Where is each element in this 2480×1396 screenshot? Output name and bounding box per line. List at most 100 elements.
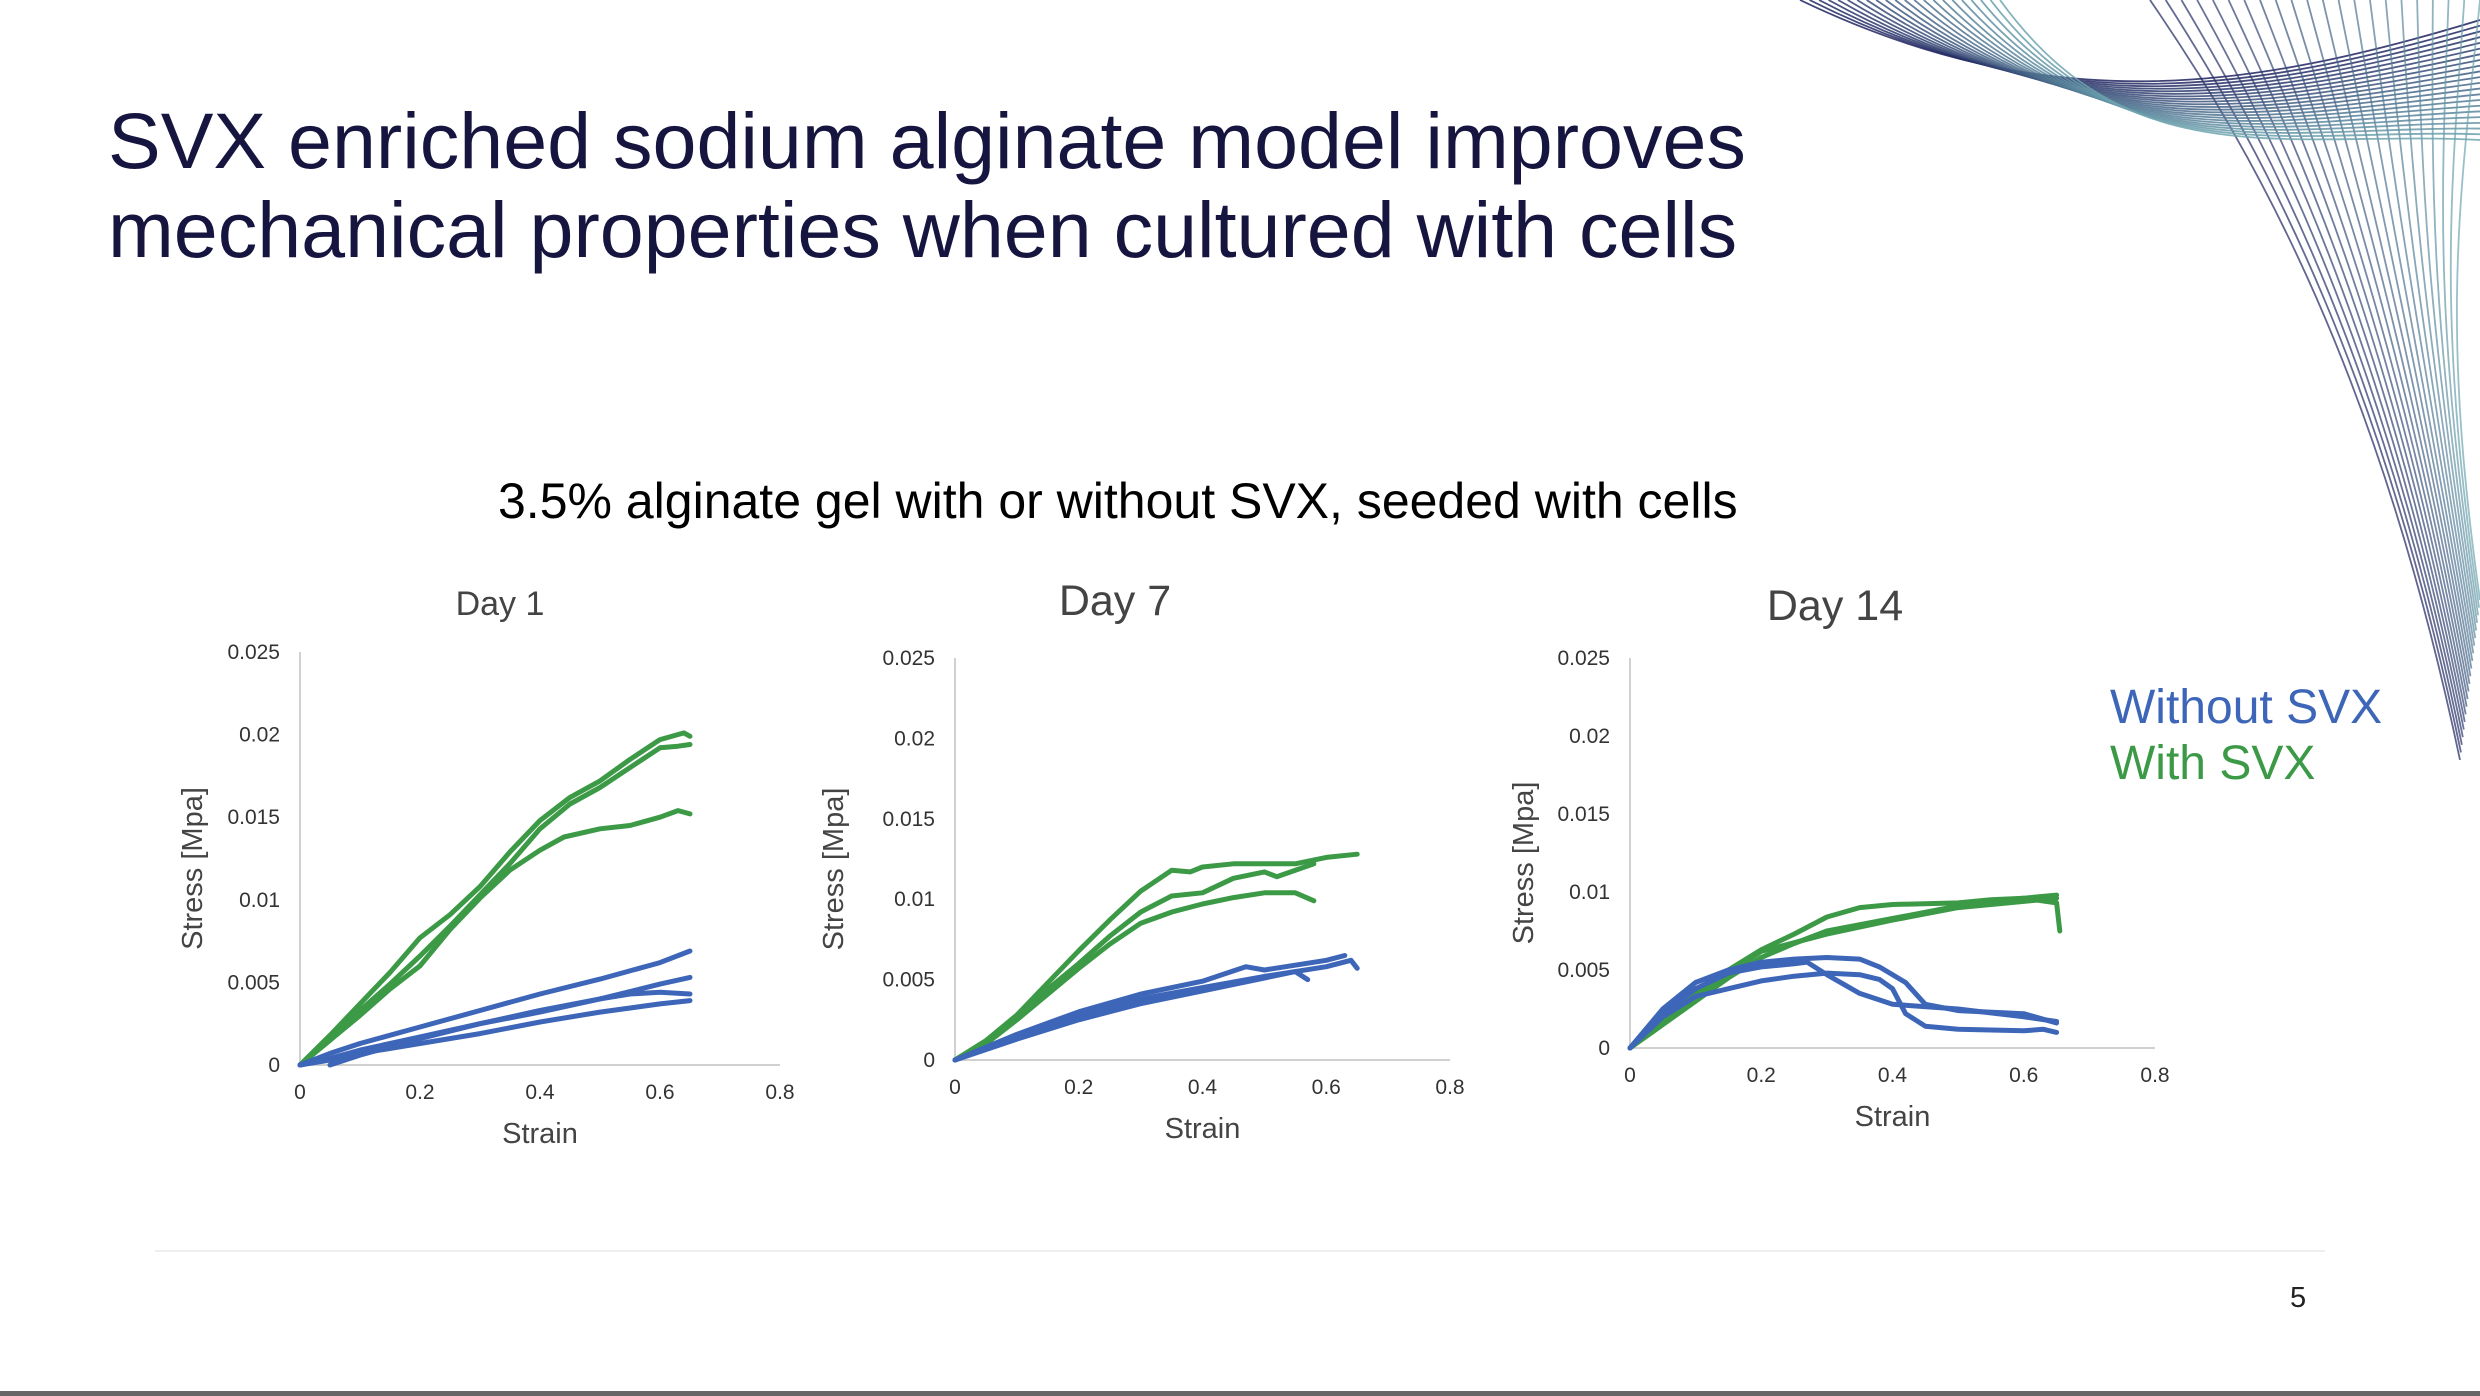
y-tick-label: 0 [268, 1054, 280, 1077]
x-tick-label: 0 [1624, 1064, 1636, 1087]
mesh-curve [1989, 0, 2480, 137]
y-tick-label: 0 [1598, 1037, 1610, 1060]
mesh-curve [2353, 0, 2474, 662]
y-tick-label: 0.02 [239, 724, 280, 747]
x-tick-label: 0.2 [405, 1081, 434, 1104]
mesh-curve [2431, 0, 2479, 623]
chart-day-7: Day 7 0 0.005 0.01 0.015 0.02 0.025 0 0.2 0.4 0.6 0… [818, 577, 1465, 1145]
mesh-curve [1913, 0, 2480, 114]
x-tick-label: 0.6 [645, 1081, 674, 1104]
chart-title: Day 1 [456, 585, 545, 623]
series-line-without-svx [297, 998, 693, 1068]
series-line-without-svx [952, 953, 1348, 1063]
x-tick-label: 0 [294, 1081, 306, 1104]
mesh-curve [1951, 0, 2480, 125]
x-tick-label: 0.4 [1878, 1064, 1908, 1087]
mesh-curve [2442, 0, 2479, 616]
mesh-curve [2259, 0, 2468, 707]
series-line-without-svx [1627, 970, 2060, 1051]
slide-title-line-2: mechanical properties when cultured with… [108, 185, 1738, 274]
y-tick-label: 0.01 [239, 889, 280, 912]
mesh-curve [1856, 0, 2480, 98]
mesh-curve [2149, 0, 2461, 761]
x-tick-label: 0.2 [1064, 1076, 1093, 1099]
x-tick-label: 0 [949, 1076, 961, 1099]
mesh-curve [1828, 0, 2480, 90]
x-tick-label: 0.4 [1188, 1076, 1218, 1099]
y-tick-label: 0.01 [894, 888, 935, 911]
legend-with-svx: With SVX [2110, 737, 2316, 790]
series-line-without-svx [327, 989, 693, 1068]
series-line-without-svx [1627, 959, 2060, 1051]
page-number: 5 [2290, 1282, 2307, 1314]
mesh-curve [1970, 0, 2480, 131]
mesh-curve [1904, 0, 2480, 111]
mesh-curve [2243, 0, 2467, 715]
mesh-curve [2449, 0, 2480, 608]
x-axis-label: Strain [1165, 1113, 1241, 1145]
mesh-curve [2180, 0, 2463, 745]
y-axis-label: Stress [Mpa] [177, 787, 209, 950]
chart-day-14: Day 14 0 0.005 0.01 0.015 0.02 0.025 0 0.2 0.4 0.6… [1508, 582, 2170, 1133]
chart-title: Day 14 [1767, 582, 1903, 630]
mesh-curve [1818, 0, 2480, 88]
x-tick-label: 0.8 [765, 1081, 794, 1104]
mesh-curve [1837, 0, 2480, 93]
mesh-curve [1885, 0, 2480, 106]
bottom-border [0, 1391, 2480, 1396]
mesh-curve [1980, 0, 2480, 134]
footer-divider [155, 1250, 2325, 1252]
mesh-curve [2274, 0, 2469, 700]
mesh-curve [1894, 0, 2480, 108]
x-tick-label: 0.2 [1747, 1064, 1776, 1087]
mesh-curve [1799, 0, 2480, 83]
series-line-with-svx [297, 808, 693, 1068]
mesh-curve [2321, 0, 2472, 677]
x-tick-label: 0.4 [525, 1081, 555, 1104]
series-line-without-svx [952, 957, 1360, 1063]
y-axis-label: Stress [Mpa] [818, 788, 850, 951]
mesh-curve [2196, 0, 2464, 738]
x-tick-label: 0.6 [2009, 1064, 2038, 1087]
chart-day-1: Day 1 0 0.005 0.01 0.015 0.02 0.025 0 0.2 0.4 0.6 0… [177, 585, 795, 1150]
series-line-with-svx [297, 742, 693, 1068]
mesh-curve [2212, 0, 2465, 730]
series-line-without-svx [297, 948, 693, 1068]
y-tick-label: 0.025 [882, 647, 935, 670]
slide-title: SVX enriched sodium alginate model impro… [108, 96, 1908, 274]
x-axis-label: Strain [502, 1118, 578, 1150]
y-tick-label: 0.015 [882, 808, 935, 831]
mesh-curve [2306, 0, 2471, 684]
mesh-curve [1961, 0, 2480, 128]
mesh-curve [2369, 0, 2475, 654]
y-tick-label: 0.01 [1569, 881, 1610, 904]
legend: Without SVX With SVX [2110, 680, 2382, 792]
y-tick-label: 0.015 [1557, 803, 1610, 826]
series-line-with-svx [297, 730, 693, 1068]
mesh-curve [1875, 0, 2480, 103]
slide-title-line-1: SVX enriched sodium alginate model impro… [108, 96, 1746, 185]
y-tick-label: 0.02 [894, 727, 935, 750]
x-tick-label: 0.8 [1435, 1076, 1464, 1099]
y-tick-label: 0.005 [227, 971, 280, 994]
series-line-with-svx [952, 851, 1360, 1063]
mesh-curve [1847, 0, 2480, 95]
chart-title: Day 7 [1059, 577, 1171, 625]
x-axis-label: Strain [1855, 1101, 1931, 1133]
y-axis-label: Stress [Mpa] [1508, 782, 1540, 945]
mesh-curve [1999, 0, 2480, 141]
y-tick-label: 0.025 [1557, 647, 1610, 670]
mesh-curve [2337, 0, 2473, 669]
mesh-curve [2384, 0, 2476, 646]
y-tick-label: 0.015 [227, 806, 280, 829]
series-line-without-svx [952, 969, 1311, 1063]
mesh-curve [2416, 0, 2478, 631]
legend-without-svx: Without SVX [2110, 681, 2383, 734]
mesh-curve [2456, 0, 2480, 601]
mesh-curve [2227, 0, 2466, 723]
mesh-curve [2290, 0, 2470, 692]
y-tick-label: 0.005 [882, 969, 935, 992]
y-tick-label: 0 [923, 1049, 935, 1072]
series-line-with-svx [952, 890, 1317, 1063]
